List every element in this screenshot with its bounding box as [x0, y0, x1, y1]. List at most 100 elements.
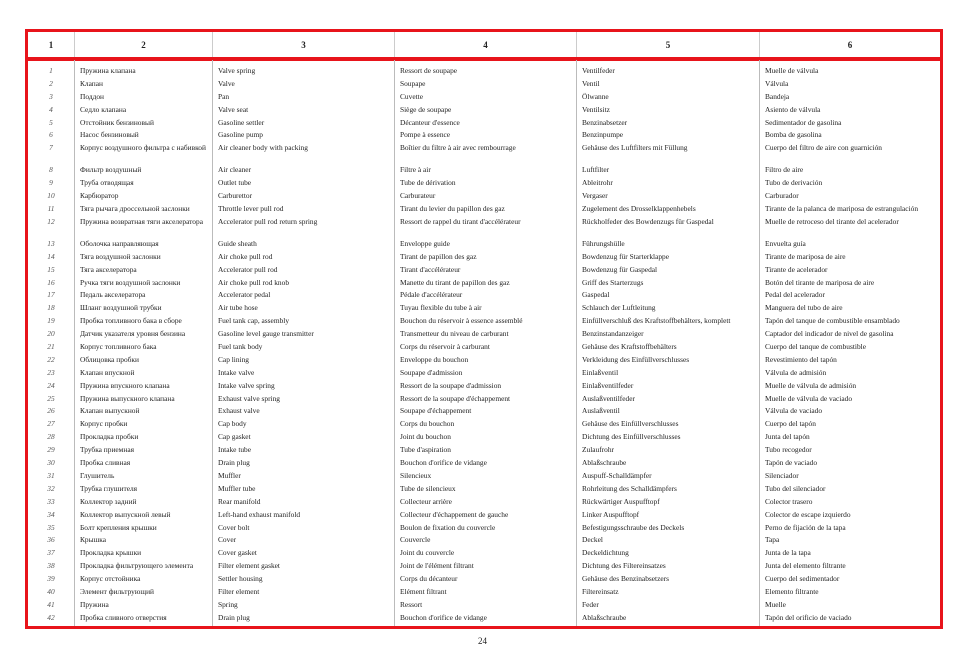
german-term: Benzinpumpe [582, 130, 624, 140]
russian-term: Клапан впускной [80, 367, 135, 377]
table-body: 1 Пружина клапана Valve spring Ressort de s… [25, 57, 943, 629]
german-term: Gehäuse des Kraftstoffbehälters [582, 342, 677, 352]
row-number: 10 [47, 191, 55, 201]
french-term: Joint de l'élément filtrant [400, 561, 474, 571]
french-term: Ressort de soupape [400, 66, 458, 75]
russian-term: Педаль акселератора [80, 290, 146, 300]
russian-term: Трубка глушителя [80, 483, 138, 493]
russian-term: Ручка тяги воздушной заслонки [80, 277, 181, 287]
german-term: Verkleidung des Einfüllverschlusses [582, 354, 690, 364]
russian-term: Оболочка направляющая [80, 238, 159, 248]
english-term: Outlet tube [218, 178, 252, 188]
row-number: 4 [49, 104, 53, 114]
row-number: 19 [47, 316, 55, 326]
french-term: Tirant d'accélérateur [400, 264, 461, 274]
english-term: Intake valve [218, 367, 255, 377]
row-number: 39 [47, 574, 55, 584]
table-row: 4 Седло клапана Valve seat Siège de soupape… [28, 104, 940, 117]
english-term: Gasoline level gauge transmitter [218, 329, 314, 339]
german-term: Ventilsitz [582, 104, 610, 114]
french-term: Cuvette [400, 91, 423, 101]
table-row: 35 Болт крепления крышки Cover bolt Boulon … [28, 522, 940, 535]
russian-term: Тяга воздушной заслонки [80, 251, 161, 261]
spanish-term: Filtro de aire [765, 165, 804, 175]
russian-term: Корпус пробки [80, 419, 128, 429]
spanish-term: Manguera del tubo de aire [765, 303, 843, 313]
table-row: 37 Прокладка крышки Cover gasket Joint du c… [28, 547, 940, 560]
german-term: Zugelement des Drosselklappenhebels [582, 204, 696, 214]
row-number: 32 [47, 483, 55, 493]
russian-term: Корпус воздушного фильтра с набивкой [80, 143, 206, 153]
column-header-1: 1 [48, 40, 54, 50]
spanish-term: Tapón del tanque de combustible ensambla… [765, 316, 900, 326]
row-number: 12 [47, 216, 55, 226]
russian-term: Корпус отстойника [80, 574, 141, 584]
french-term: Soupape [400, 78, 426, 88]
russian-term: Прокладка пробки [80, 432, 139, 442]
row-number: 14 [47, 251, 55, 261]
spanish-term: Tubo de derivación [765, 178, 823, 188]
french-term: Tube d'aspiration [400, 445, 451, 455]
row-number: 17 [47, 290, 55, 300]
table-row: 19 Пробка топливного бака в сборе Fuel tan… [28, 315, 940, 328]
table-row: 2 Клапан Valve Soupape Ventil Válvula [28, 78, 940, 91]
spanish-term: Colector de escape izquierdo [765, 509, 851, 519]
table-row: 10 Карбюратор Carburettor Carburateur Vergas… [28, 190, 940, 203]
german-term: Auslaßventilfeder [582, 393, 635, 403]
spanish-term: Junta del elemento filtrante [765, 561, 846, 571]
russian-term: Элемент фильтрующий [80, 586, 154, 596]
german-term: Dichtung des Einfüllverschlusses [582, 432, 681, 442]
row-number: 28 [47, 432, 55, 442]
table-row: 8 Фильтр воздушный Air cleaner Filtre à air… [28, 164, 940, 177]
german-term: Schlauch der Luftleitung [582, 303, 656, 313]
table-row: 33 Коллектор задний Rear manifold Collecteu… [28, 496, 940, 509]
russian-term: Прокладка фильтрующего элемента [80, 561, 194, 571]
column-header-3: 3 [212, 32, 394, 58]
english-term: Valve spring [218, 66, 256, 75]
french-term: Corps du bouchon [400, 419, 455, 429]
table-row: 7 Корпус воздушного фильтра с набивкой Air… [28, 142, 940, 164]
spanish-term: Sedimentador de gasolina [765, 117, 842, 127]
row-number: 38 [47, 561, 55, 571]
russian-term: Пробка сливного отверстия [80, 612, 167, 622]
table-row: 22 Облицовка пробки Cap lining Enveloppe du… [28, 354, 940, 367]
english-term: Gasoline settler [218, 117, 265, 127]
french-term: Enveloppe du bouchon [400, 354, 469, 364]
spanish-term: Válvula [765, 78, 789, 88]
french-term: Collecteur arrière [400, 496, 452, 506]
spanish-term: Envuelta guía [765, 238, 806, 248]
english-term: Intake valve spring [218, 380, 275, 390]
german-term: Zulaufrohr [582, 445, 615, 455]
german-term: Luftfilter [582, 165, 610, 175]
russian-term: Пружина клапана [80, 66, 136, 75]
row-number: 15 [47, 264, 55, 274]
row-number: 8 [49, 165, 53, 175]
english-term: Valve [218, 78, 235, 88]
row-number: 13 [47, 238, 55, 248]
table-row: 16 Ручка тяги воздушной заслонки Air choke… [28, 277, 940, 290]
row-number: 23 [47, 367, 55, 377]
german-term: Rückholfeder des Bowdenzugs für Gaspedal [582, 216, 714, 226]
table-row: 24 Пружина впускного клапана Intake valve … [28, 380, 940, 393]
english-term: Spring [218, 599, 238, 609]
table-row: 20 Датчик указателя уровня бензина Gasolin… [28, 328, 940, 341]
german-term: Deckeldichtung [582, 548, 629, 558]
french-term: Boîtier du filtre à air avec rembourrage [400, 143, 516, 153]
spanish-term: Captador del indicador de nivel de gasol… [765, 329, 894, 339]
spanish-term: Pedal del acelerador [765, 290, 825, 300]
table-row: 6 Насос бензиновый Gasoline pump Pompe à es… [28, 129, 940, 142]
french-term: Soupape d'échappement [400, 406, 472, 416]
german-term: Befestigungsschraube des Deckels [582, 522, 685, 532]
russian-term: Шланг воздушной трубки [80, 303, 162, 313]
spanish-term: Muelle [765, 599, 786, 609]
russian-term: Карбюратор [80, 191, 119, 201]
spanish-term: Carburador [765, 191, 799, 201]
table-row: 23 Клапан впускной Intake valve Soupape d'a… [28, 367, 940, 380]
spanish-term: Tirante de acelerador [765, 264, 828, 274]
english-term: Drain plug [218, 612, 250, 622]
german-term: Linker Auspufftopf [582, 509, 640, 519]
row-number: 41 [47, 599, 55, 609]
column-header-6: 6 [759, 32, 940, 58]
spanish-term: Cuerpo del filtro de aire con guarnición [765, 143, 882, 153]
russian-term: Коллектор выпускной левый [80, 509, 171, 519]
